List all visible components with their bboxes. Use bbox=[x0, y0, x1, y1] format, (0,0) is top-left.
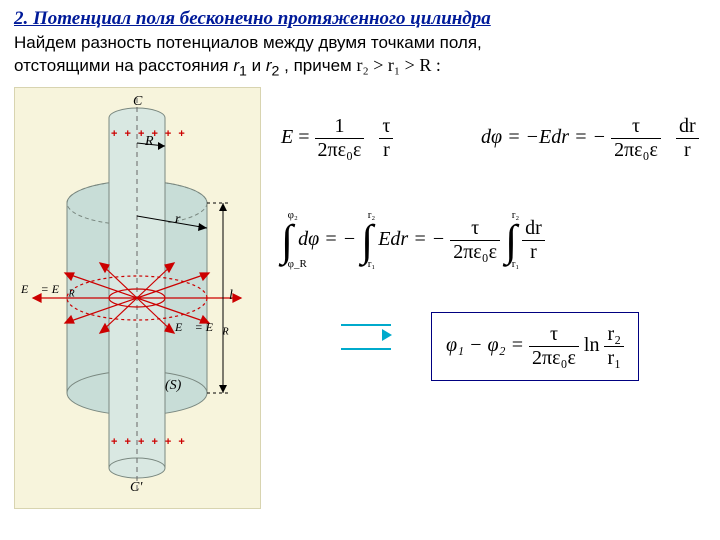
phi-diff: φ₁ − φ₂ = bbox=[446, 334, 529, 356]
formulas-column: E = 12πε₀ε τr dφ = −Edr = − τ2πε₀ε drr ∫… bbox=[271, 87, 706, 509]
subtitle-line2a: отстоящими на расстояния bbox=[14, 56, 233, 75]
den-r: r bbox=[379, 139, 393, 162]
num-tau2: τ bbox=[611, 115, 661, 139]
lim-r1a: r₁ bbox=[368, 258, 376, 270]
int-dphi: dφ = − bbox=[298, 228, 356, 250]
r1-sub: 1 bbox=[239, 63, 247, 79]
eq-result-box: φ₁ − φ₂ = τ2πε₀ε ln r₂r₁ bbox=[431, 312, 639, 381]
subtitle: Найдем разность потенциалов между двумя … bbox=[14, 32, 706, 81]
dphi-lhs: dφ = −Edr = − bbox=[481, 126, 606, 148]
den-r1: r₁ bbox=[604, 347, 624, 370]
den-2pie4: 2πε₀ε bbox=[529, 347, 579, 370]
ln-sym: ln bbox=[584, 334, 605, 356]
content-row: C + + + + + + R r l E⃗ = E⃗R E⃗ = E⃗R (S… bbox=[14, 87, 706, 509]
lim-r2b: r₂ bbox=[512, 209, 520, 221]
eq-dphi: dφ = −Edr = − τ2πε₀ε drr bbox=[481, 115, 699, 162]
subtitle-line1: Найдем разность потенциалов между двумя … bbox=[14, 33, 482, 52]
lim-phiR: φ_R bbox=[288, 258, 307, 270]
num-dr2: dr bbox=[522, 217, 545, 241]
num-tau4: τ bbox=[529, 323, 579, 347]
cylinder-diagram: C + + + + + + R r l E⃗ = E⃗R E⃗ = E⃗R (S… bbox=[14, 87, 261, 509]
den-r3: r bbox=[522, 241, 545, 264]
label-S: (S) bbox=[165, 378, 181, 394]
den-2pie3: 2πε₀ε bbox=[450, 241, 500, 264]
condition: r₂ > r₁ > R : bbox=[356, 55, 440, 75]
implies-arrow-icon bbox=[341, 334, 391, 336]
lim-phi2: φ₂ bbox=[288, 209, 298, 221]
label-R: R bbox=[145, 134, 154, 150]
eq-integral: ∫φ₂φ_R dφ = − ∫r₂r₁ Edr = − τ2πε₀ε ∫r₂r₁… bbox=[281, 217, 545, 264]
label-E-right: E⃗ = E⃗R bbox=[175, 320, 229, 337]
eq-sign-1: = bbox=[298, 126, 314, 148]
den-2pie: 2πε₀ε bbox=[315, 139, 365, 162]
den-r2: r bbox=[676, 139, 699, 162]
label-E-left: E⃗ = E⃗R bbox=[21, 282, 75, 299]
page-title: 2. Потенциал поля бесконечно протяженног… bbox=[14, 8, 706, 30]
label-r: r bbox=[175, 212, 180, 228]
num-tau3: τ bbox=[450, 217, 500, 241]
num-tau: τ bbox=[379, 115, 393, 139]
eq-E: E = 12πε₀ε τr bbox=[281, 115, 393, 162]
num-r2: r₂ bbox=[604, 323, 624, 347]
sym-E: E bbox=[281, 126, 293, 148]
int-Edr: Edr = − bbox=[378, 228, 445, 250]
label-l: l bbox=[229, 288, 233, 304]
label-C2: C' bbox=[130, 480, 142, 496]
and-word: и bbox=[247, 56, 266, 75]
plus-row-bottom: + + + + + + bbox=[111, 436, 187, 448]
num-dr: dr bbox=[676, 115, 699, 139]
den-2pie2: 2πε₀ε bbox=[611, 139, 661, 162]
lim-r1b: r₁ bbox=[512, 258, 520, 270]
num-1: 1 bbox=[315, 115, 365, 139]
lim-r2a: r₂ bbox=[368, 209, 376, 221]
subtitle-line2b: , причем bbox=[279, 56, 356, 75]
label-C: C bbox=[133, 94, 142, 110]
